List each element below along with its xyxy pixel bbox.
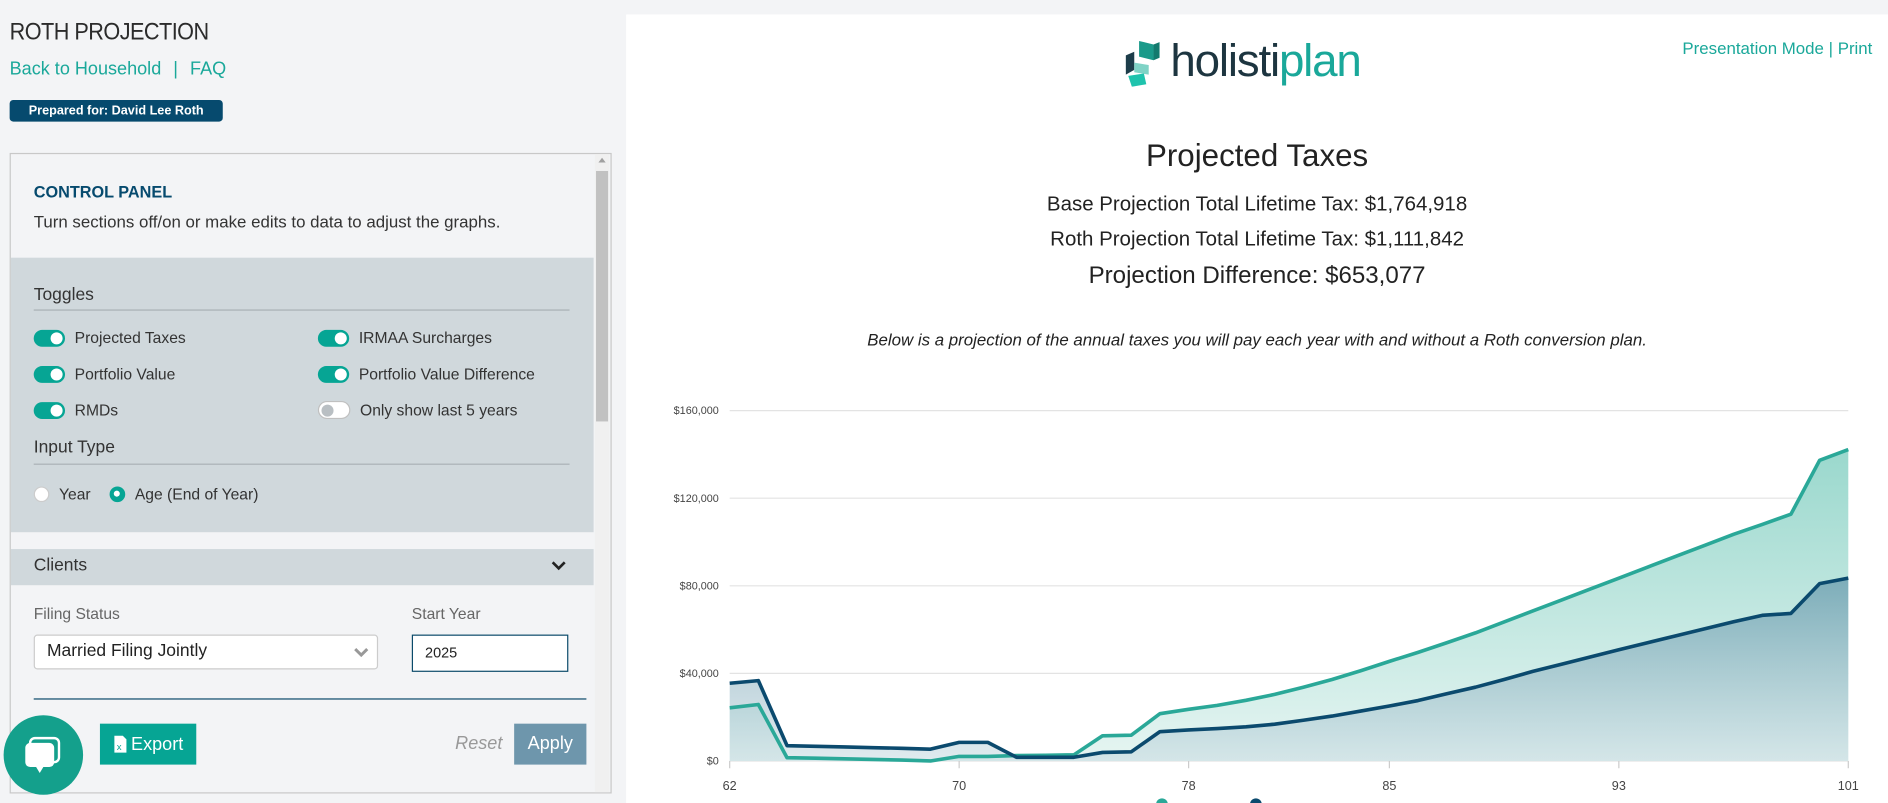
toggle-portfolio-value[interactable]: Portfolio Value [33,364,176,383]
faq-link[interactable]: FAQ [190,59,227,80]
divider [33,698,587,700]
link-separator: | [1828,38,1834,58]
toggle-label: Portfolio Value [74,364,176,383]
logo-text-part1: holisti [1170,36,1280,87]
toggle-rmds[interactable]: RMDs [33,400,119,420]
chart-title: Projected Taxes [1145,137,1369,174]
y-tick-label: $160,000 [674,405,719,417]
toggle-irmaa-surcharges[interactable]: IRMAA Surcharges [317,328,492,347]
toggle-switch[interactable] [33,401,66,419]
input-type-header: Input Type [33,438,115,458]
radio-button[interactable] [109,486,126,503]
toggle-label: Portfolio Value Difference [358,364,535,383]
chevron-down-icon [354,647,369,658]
y-tick-label: $0 [707,756,719,768]
x-tick-label: 93 [1612,779,1626,793]
clients-section-header[interactable]: Clients [10,549,594,586]
legend-marker [1156,798,1168,803]
export-button[interactable]: x Export [99,723,197,765]
scroll-up-arrow-icon[interactable] [598,157,606,163]
holistiplan-logo: holistiplan [1122,36,1362,88]
chat-bubble-icon [25,736,61,774]
back-to-household-link[interactable]: Back to Household [9,59,162,80]
chart-note: Below is a projection of the annual taxe… [867,329,1647,350]
radio-year[interactable]: Year [33,485,91,504]
apply-button[interactable]: Apply [514,723,587,765]
toggle-projected-taxes[interactable]: Projected Taxes [33,328,186,347]
filing-status-label: Filing Status [33,604,120,623]
scrollbar-thumb[interactable] [596,170,609,422]
logo-cubes-icon [1125,40,1160,87]
toggle-label: Projected Taxes [74,328,186,347]
x-tick-label: 70 [952,779,966,793]
base-line [729,447,1849,763]
toggle-label: RMDs [74,400,119,420]
projected-taxes-chart: $0 $40,000 $80,000 $120,000 $160,000 62 70 78 85… [674,405,1859,803]
clients-header: Clients [33,556,88,576]
start-year-label: Start Year [411,604,481,623]
svg-text:x: x [117,742,122,753]
control-panel-description: Turn sections off/on or make edits to da… [33,211,501,232]
radio-button[interactable] [33,486,50,503]
chat-button[interactable] [3,715,84,795]
toggle-switch[interactable] [33,365,66,383]
toggle-switch[interactable] [317,400,351,420]
scrollbar[interactable] [594,154,610,793]
roth-line [729,576,1849,760]
base-total: Base Projection Total Lifetime Tax: $1,7… [1046,192,1468,216]
toggles-header: Toggles [33,285,94,305]
divider [33,309,570,311]
excel-file-icon: x [114,735,127,753]
x-tick-label: 85 [1382,779,1396,793]
logo-text: holistiplan [1170,36,1362,88]
radio-label: Year [59,485,91,504]
breadcrumb-links: Back to Household | FAQ [10,59,227,79]
y-tick-label: $120,000 [674,493,719,505]
toggle-switch[interactable] [317,329,350,347]
control-panel: CONTROL PANEL Turn sections off/on or ma… [9,152,612,794]
radio-label: Age (End of Year) [134,485,259,504]
presentation-mode-link[interactable]: Presentation Mode [1682,38,1824,58]
link-separator: | [173,59,178,80]
filing-status-select[interactable]: Married Filing Jointly [33,634,379,670]
x-tick-label: 101 [1838,779,1859,793]
toggle-switch[interactable] [317,365,350,383]
legend-marker [1250,798,1262,803]
x-tick-label: 78 [1182,779,1196,793]
projection-difference: Projection Difference: $653,077 [1088,262,1426,289]
reset-button[interactable]: Reset [455,733,503,754]
y-tick-label: $40,000 [680,668,719,680]
radio-age[interactable]: Age (End of Year) [109,485,259,504]
x-tick-label: 62 [723,779,737,793]
y-tick-label: $80,000 [680,580,719,592]
roth-total: Roth Projection Total Lifetime Tax: $1,1… [1050,227,1464,251]
prepared-for-badge: Prepared for: David Lee Roth [9,99,223,122]
export-label: Export [131,733,184,755]
page-title: ROTH PROJECTION [9,19,210,46]
header-links: Presentation Mode | Print [1682,39,1872,58]
control-panel-title: CONTROL PANEL [33,183,173,202]
logo-text-part2: plan [1278,36,1362,87]
roth-area [729,578,1849,761]
toggle-last-5-years[interactable]: Only show last 5 years [317,400,518,420]
chevron-down-icon[interactable] [550,560,567,572]
toggle-switch[interactable] [33,329,66,347]
start-year-input[interactable]: 2025 [411,634,569,672]
toggles-section: Toggles Projected Taxes IRMAA Surcharges… [10,257,594,533]
filing-status-value: Married Filing Jointly [46,641,208,662]
divider [33,463,570,465]
toggle-label: Only show last 5 years [360,400,518,420]
print-link[interactable]: Print [1837,38,1873,58]
toggle-portfolio-value-difference[interactable]: Portfolio Value Difference [317,364,535,383]
toggle-label: IRMAA Surcharges [358,328,492,347]
